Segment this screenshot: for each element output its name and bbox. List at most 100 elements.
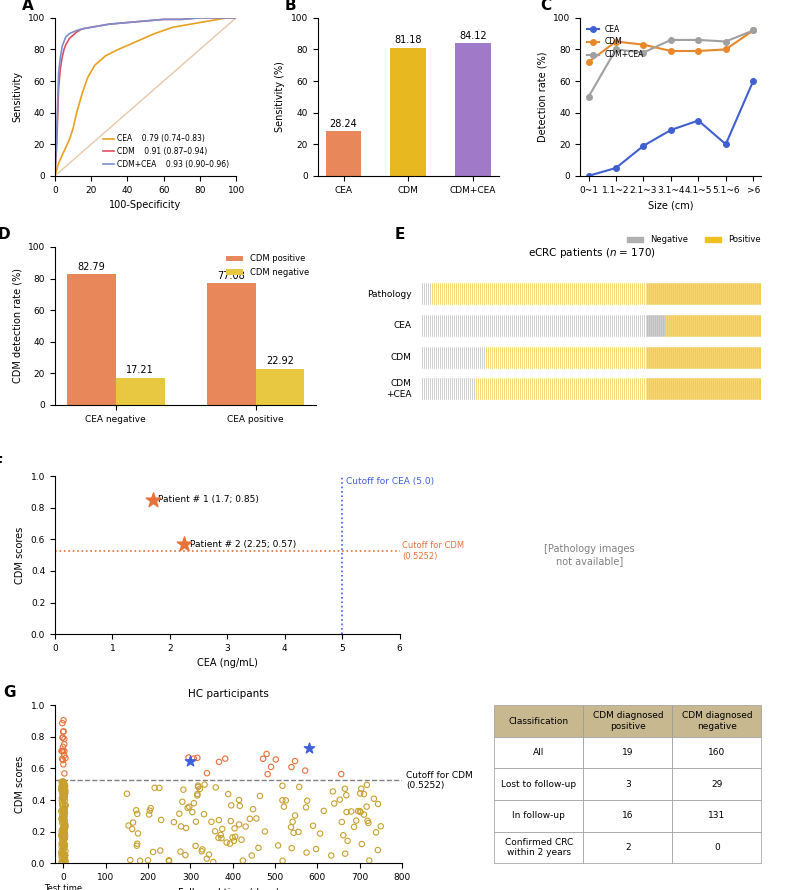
Bar <box>436 283 437 305</box>
Bar <box>636 346 637 368</box>
Bar <box>521 283 524 305</box>
Bar <box>696 283 697 305</box>
Bar <box>699 378 701 400</box>
Point <box>57 797 69 811</box>
Point <box>57 837 69 851</box>
Bar <box>662 283 663 305</box>
Point <box>371 843 384 857</box>
Bar <box>631 283 633 305</box>
Bar <box>592 315 593 337</box>
Bar <box>626 283 627 305</box>
Bar <box>739 283 741 305</box>
Bar <box>491 283 493 305</box>
CEA <box>584 171 593 182</box>
Point <box>199 778 211 792</box>
Point <box>58 822 71 837</box>
Bar <box>455 283 458 305</box>
Point <box>184 754 197 768</box>
Bar <box>587 283 590 305</box>
Bar <box>597 378 599 400</box>
Bar <box>631 378 633 400</box>
Bar <box>711 346 713 368</box>
Point <box>148 781 161 795</box>
Text: C: C <box>540 0 552 12</box>
Point <box>58 851 71 865</box>
Bar <box>755 346 758 368</box>
Point <box>58 802 71 816</box>
Point <box>56 849 68 863</box>
Bar <box>256 368 305 405</box>
Bar <box>520 283 521 305</box>
Point <box>57 837 70 852</box>
Point <box>58 744 71 758</box>
Point <box>57 833 69 847</box>
Bar <box>578 378 579 400</box>
Bar <box>565 283 568 305</box>
Point <box>57 779 70 793</box>
Bar <box>601 378 603 400</box>
Bar <box>582 346 583 368</box>
Bar <box>528 315 529 337</box>
Bar <box>633 315 635 337</box>
Bar <box>627 346 630 368</box>
Bar <box>556 315 557 337</box>
Bar <box>670 378 671 400</box>
Bar <box>553 378 555 400</box>
Bar <box>466 346 467 368</box>
Bar <box>626 378 627 400</box>
Point <box>246 802 259 816</box>
Bar <box>459 346 462 368</box>
Point <box>168 815 181 829</box>
Bar <box>684 315 685 337</box>
Point <box>56 797 68 812</box>
Bar <box>707 283 709 305</box>
Point <box>229 829 242 844</box>
Bar <box>429 283 431 305</box>
CDM <box>612 36 621 47</box>
Bar <box>703 283 705 305</box>
Bar <box>490 283 491 305</box>
Point <box>154 844 166 858</box>
Bar <box>446 315 447 337</box>
Bar <box>468 346 469 368</box>
Point <box>57 785 69 799</box>
Point <box>57 821 69 836</box>
Bar <box>600 378 601 400</box>
Point <box>57 821 69 836</box>
Bar <box>692 283 693 305</box>
Bar <box>464 283 466 305</box>
Bar <box>615 283 617 305</box>
Bar <box>703 346 705 368</box>
Point <box>57 853 70 867</box>
Bar <box>568 283 569 305</box>
Bar <box>586 283 587 305</box>
Point <box>213 755 225 769</box>
Bar <box>663 315 665 337</box>
Point <box>59 831 71 845</box>
Point <box>57 790 69 805</box>
Bar <box>578 283 579 305</box>
Bar <box>675 283 677 305</box>
Bar <box>454 315 455 337</box>
Point <box>257 752 269 766</box>
Bar <box>706 378 707 400</box>
Bar <box>693 378 696 400</box>
Bar <box>565 378 568 400</box>
Point <box>55 782 68 797</box>
Bar <box>681 346 683 368</box>
Bar <box>476 283 477 305</box>
Bar <box>556 378 557 400</box>
Text: CDM: CDM <box>391 353 411 362</box>
Bar <box>459 315 462 337</box>
Bar <box>649 346 652 368</box>
Bar <box>517 283 519 305</box>
Line: CDM: CDM <box>586 28 756 65</box>
Point <box>195 845 208 859</box>
Bar <box>674 315 675 337</box>
Bar <box>534 283 535 305</box>
Point <box>55 805 68 819</box>
Bar <box>484 346 485 368</box>
Bar <box>553 283 555 305</box>
Point <box>59 854 71 869</box>
Bar <box>593 378 595 400</box>
